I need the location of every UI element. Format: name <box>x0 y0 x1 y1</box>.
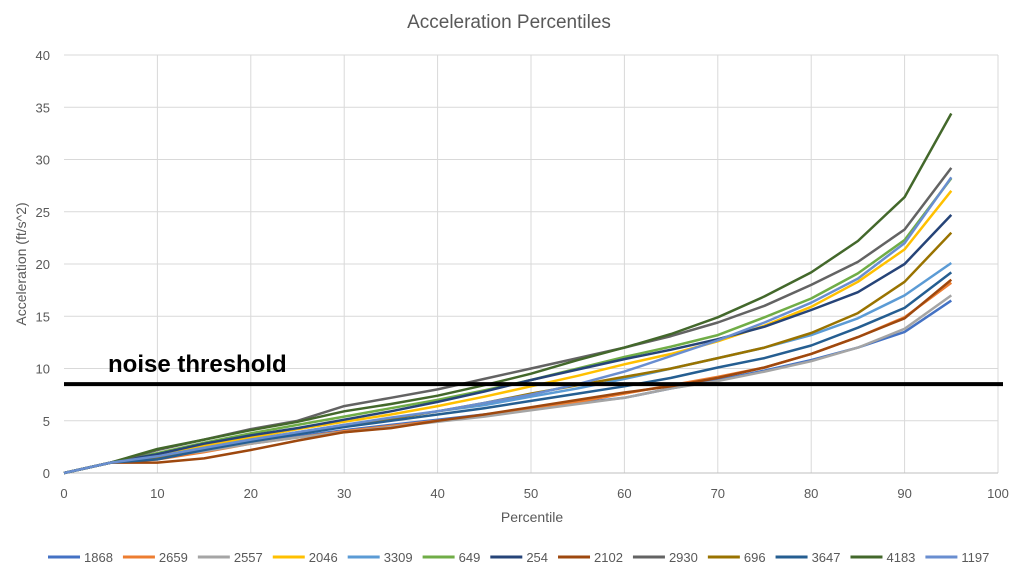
y-tick-label: 25 <box>36 205 50 220</box>
series-line-3647 <box>63 271 953 475</box>
series-line-2046 <box>63 190 953 475</box>
y-tick-label: 5 <box>43 414 50 429</box>
legend-label-2930: 2930 <box>669 550 698 565</box>
x-tick-label: 100 <box>987 486 1009 501</box>
y-tick-label: 10 <box>36 362 50 377</box>
series-line-4183 <box>63 112 953 475</box>
y-tick-label: 15 <box>36 309 50 324</box>
y-tick-label: 40 <box>36 48 50 63</box>
x-tick-label: 80 <box>804 486 818 501</box>
y-axis-label: Acceleration (ft/s^2) <box>13 202 29 325</box>
x-tick-label: 60 <box>617 486 631 501</box>
x-tick-label: 50 <box>524 486 538 501</box>
x-tick-label: 0 <box>60 486 67 501</box>
legend-label-2659: 2659 <box>159 550 188 565</box>
x-axis-ticks: 0 10 20 30 40 50 60 70 80 90 100 <box>60 486 1008 501</box>
series-line-2930 <box>63 167 953 475</box>
legend-label-2046: 2046 <box>309 550 338 565</box>
legend-label-2557: 2557 <box>234 550 263 565</box>
series-line-649 <box>63 177 953 475</box>
x-tick-label: 10 <box>150 486 164 501</box>
legend-label-3647: 3647 <box>812 550 841 565</box>
x-tick-label: 90 <box>897 486 911 501</box>
legend-label-696: 696 <box>744 550 766 565</box>
y-tick-label: 30 <box>36 153 50 168</box>
gridlines <box>64 54 999 473</box>
legend-label-4183: 4183 <box>886 550 915 565</box>
x-tick-label: 70 <box>711 486 725 501</box>
series-line-2102 <box>63 278 953 475</box>
legend-label-1197: 1197 <box>961 550 989 565</box>
x-tick-label: 20 <box>244 486 258 501</box>
y-tick-label: 0 <box>43 466 50 481</box>
legend-label-254: 254 <box>526 550 548 565</box>
series-line-1197 <box>63 176 953 475</box>
y-tick-label: 35 <box>36 100 50 115</box>
x-axis-label: Percentile <box>501 509 563 525</box>
series-lines <box>63 112 953 475</box>
x-tick-label: 40 <box>430 486 444 501</box>
chart-title: Acceleration Percentiles <box>407 12 611 33</box>
legend-label-2102: 2102 <box>594 550 623 565</box>
legend: 1868 2659 2557 2046 3309 649 254 2102 2930 696 364… <box>48 550 989 565</box>
y-axis-ticks: 0 5 10 15 20 25 30 35 40 <box>36 48 50 481</box>
legend-label-1868: 1868 <box>84 550 113 565</box>
noise-threshold-label: noise threshold <box>108 351 287 378</box>
legend-label-649: 649 <box>459 550 481 565</box>
legend-label-3309: 3309 <box>384 550 413 565</box>
y-tick-label: 20 <box>36 257 50 272</box>
x-tick-label: 30 <box>337 486 351 501</box>
